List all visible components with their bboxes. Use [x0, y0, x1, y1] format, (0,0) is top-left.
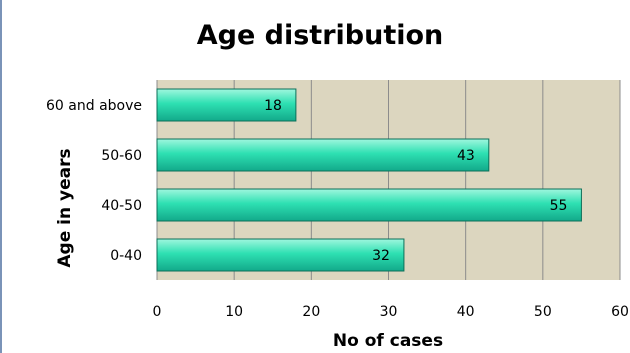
x-tick-label: 10 [225, 304, 243, 320]
x-tick-label: 50 [534, 304, 552, 320]
data-label: 43 [457, 148, 475, 164]
bar [156, 188, 582, 222]
x-tick-label: 0 [153, 304, 162, 320]
y-axis-title: Age in years [55, 148, 75, 267]
category-label: 0-40 [110, 248, 142, 264]
category-label: 40-50 [101, 198, 142, 214]
category-labels: 0-40 40-50 50-60 60 and above [46, 98, 142, 264]
x-tick-label: 40 [457, 304, 475, 320]
bar [156, 138, 490, 172]
x-tick-label: 30 [380, 304, 398, 320]
x-tick-label: 20 [302, 304, 320, 320]
x-tick-label: 60 [611, 304, 629, 320]
bar [156, 88, 297, 122]
category-label: 60 and above [46, 98, 142, 114]
category-label: 50-60 [101, 148, 142, 164]
data-label: 18 [264, 98, 282, 114]
bar [156, 238, 405, 272]
bars: 32 55 43 18 [156, 88, 582, 272]
data-label: 32 [372, 248, 390, 264]
chart-title: Age distribution [197, 20, 444, 51]
x-axis-title: No of cases [333, 331, 443, 351]
data-label: 55 [550, 198, 568, 214]
x-tick-labels: 0 10 20 30 40 50 60 [153, 304, 629, 320]
